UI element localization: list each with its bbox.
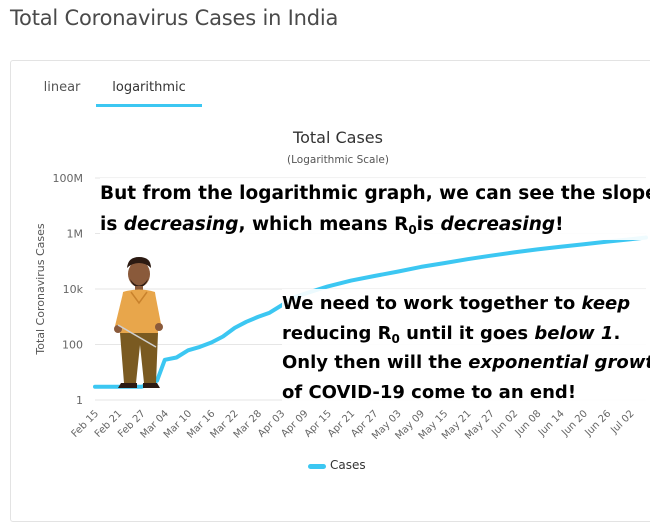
page-title: Total Coronavirus Cases in India [10, 6, 339, 30]
y-axis-ticks: 1 100 10k 1M 100M [53, 172, 84, 407]
tab-logarithmic[interactable]: logarithmic [112, 80, 186, 95]
x-tick-label: Jun 14 [536, 408, 567, 439]
x-tick-label: Jul 02 [608, 408, 636, 436]
active-tab-indicator [96, 104, 202, 107]
annotation-r0-line2: reducing R0 until it goes below 1. [282, 322, 621, 346]
y-tick-label: 1M [67, 228, 84, 241]
legend-swatch-cases [308, 464, 326, 469]
annotation-slope-line2: is decreasing, which means R0is decreasi… [100, 214, 564, 237]
y-tick-label: 10k [63, 283, 84, 296]
x-tick-label: Jun 20 [559, 408, 590, 439]
chart-svg: Total Cases (Logarithmic Scale) Total Co… [34, 128, 648, 442]
man-illustration [114, 257, 163, 388]
x-tick-label: Jun 08 [513, 408, 544, 439]
chart-title: Total Cases [292, 128, 383, 147]
annotation-slope: But from the logarithmic graph, we can s… [100, 178, 650, 240]
y-tick-label: 100M [53, 172, 84, 185]
chart-subtitle: (Logarithmic Scale) [287, 154, 389, 166]
y-axis-title: Total Coronavirus Cases [34, 223, 47, 356]
x-tick-label: Jun 26 [583, 408, 614, 439]
y-tick-label: 1 [76, 394, 83, 407]
annotation-slope-line1: But from the logarithmic graph, we can s… [100, 183, 650, 204]
annotation-r0-line3: Only then will the exponential growth [282, 352, 650, 373]
annotation-r0-line4: of COVID-19 come to an end! [282, 381, 577, 403]
x-tick-label: Jun 02 [489, 408, 520, 439]
annotation-r0: We need to work together to keep reducin… [282, 289, 650, 407]
annotation-r0-line1: We need to work together to keep [282, 293, 631, 314]
tab-linear[interactable]: linear [43, 80, 81, 95]
legend-label-cases: Cases [330, 458, 366, 472]
y-tick-label: 100 [62, 339, 83, 352]
